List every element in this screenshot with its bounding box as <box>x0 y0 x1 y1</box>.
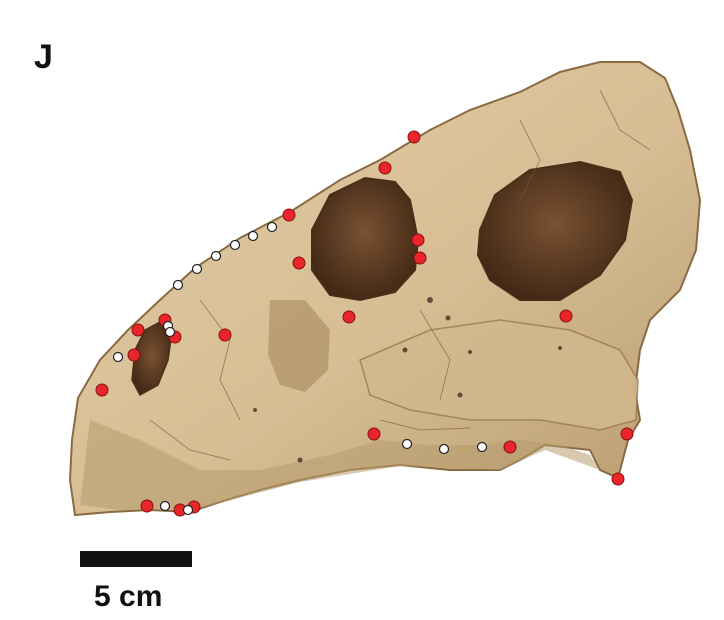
landmark-point <box>559 309 573 323</box>
landmark-point <box>620 427 634 441</box>
panel-label: J <box>34 38 53 76</box>
landmark-point <box>378 161 392 175</box>
semilandmarks <box>112 221 488 516</box>
semilandmark-point <box>191 263 203 275</box>
scale-bar <box>80 551 192 567</box>
landmark-point <box>413 251 427 265</box>
landmark-point <box>140 499 154 513</box>
antorbital-depression <box>268 300 330 392</box>
semilandmark-point <box>247 230 259 242</box>
semilandmark-point <box>182 504 194 516</box>
semilandmark-point <box>476 441 488 453</box>
jaw-region <box>80 420 600 510</box>
landmark-point <box>342 310 356 324</box>
landmark-point <box>503 440 517 454</box>
landmark-point <box>131 323 145 337</box>
landmark-point <box>411 233 425 247</box>
landmark-point <box>282 208 296 222</box>
landmark-point <box>127 348 141 362</box>
temporal-opening <box>476 160 634 301</box>
scale-bar-label: 5 cm <box>94 580 163 613</box>
semilandmark-point <box>172 279 184 291</box>
semilandmark-point <box>401 438 413 450</box>
landmark-point <box>367 427 381 441</box>
landmark-point <box>407 130 421 144</box>
naris-opening <box>131 321 173 397</box>
landmark-point <box>218 328 232 342</box>
landmark-point <box>611 472 625 486</box>
semilandmark-point <box>210 250 222 262</box>
semilandmark-point <box>164 326 176 338</box>
semilandmark-point <box>112 351 124 363</box>
landmark-point <box>292 256 306 270</box>
semilandmark-point <box>266 221 278 233</box>
landmark-point <box>95 383 109 397</box>
jugal-flare <box>359 319 639 431</box>
semilandmark-point <box>438 443 450 455</box>
semilandmark-point <box>229 239 241 251</box>
surface-cracks <box>149 89 651 461</box>
dark-specks <box>253 297 562 463</box>
landmarks <box>95 130 634 517</box>
semilandmark-point <box>159 500 171 512</box>
